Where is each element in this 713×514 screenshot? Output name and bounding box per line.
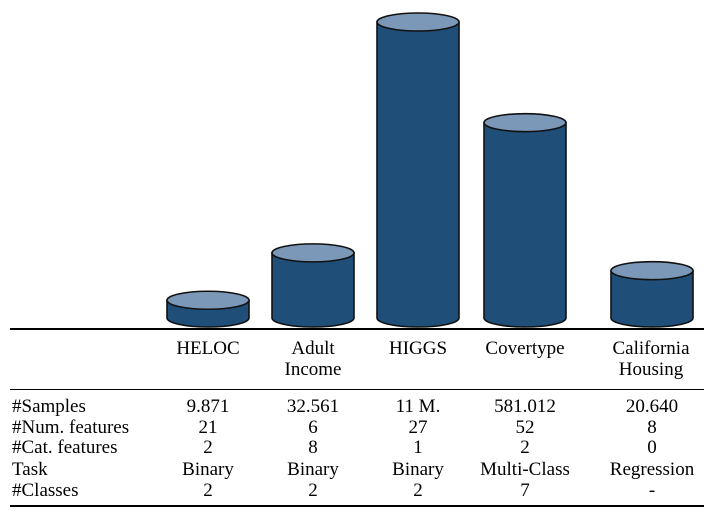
row-label-samples: #Samples	[12, 396, 86, 417]
bar-top-3	[483, 112, 567, 133]
bar-top-1	[271, 243, 355, 263]
table-cell-r3-c4: Regression	[609, 459, 695, 480]
table-cell-r4-c2: 2	[413, 480, 423, 501]
table-cell-r1-c1: 6	[308, 417, 318, 438]
table-cell-r2-c4: 0	[647, 437, 657, 458]
table-cell-r1-c4: 8	[647, 417, 657, 438]
row-label-classes: #Classes	[12, 480, 79, 501]
bar-top-4	[610, 260, 694, 281]
mid-rule	[10, 389, 704, 390]
bar-top-0	[166, 290, 250, 311]
column-header-covertype: Covertype	[485, 338, 565, 359]
table-cell-r2-c3: 2	[520, 437, 530, 458]
column-header-california-housing: California Housing	[612, 338, 690, 380]
table-cell-r2-c0: 2	[203, 437, 213, 458]
bar-3	[483, 112, 567, 328]
row-label-cat-features: #Cat. features	[12, 437, 118, 458]
bar-body-3	[483, 121, 567, 328]
table-cell-r2-c1: 8	[308, 437, 318, 458]
bar-1	[271, 243, 355, 328]
table-cell-r0-c3: 581.012	[494, 396, 556, 417]
table-cell-r4-c3: 7	[520, 480, 530, 501]
bar-group	[166, 12, 694, 328]
table-cell-r3-c1: Binary	[287, 459, 339, 480]
table-cell-r1-c3: 52	[515, 417, 535, 438]
bar-body-1	[271, 252, 355, 328]
table-cell-r3-c0: Binary	[182, 459, 234, 480]
bar-top-2	[376, 12, 460, 32]
table-cell-r0-c0: 9.871	[186, 396, 230, 417]
row-label-num-features: #Num. features	[12, 417, 130, 438]
column-header-adult-income: Adult Income	[284, 338, 342, 380]
table-cell-r3-c2: Binary	[392, 459, 444, 480]
bar-4	[610, 260, 694, 328]
table-cell-r0-c4: 20.640	[625, 396, 679, 417]
table-cell-r0-c1: 32.561	[286, 396, 340, 417]
table-cell-r2-c2: 1	[413, 437, 423, 458]
table-cell-r1-c2: 27	[408, 417, 428, 438]
table-cell-r0-c2: 11 M.	[395, 396, 441, 417]
top-rule	[10, 328, 704, 330]
bar-body-4	[610, 269, 694, 328]
bottom-rule	[10, 505, 704, 507]
bar-2	[376, 12, 460, 328]
column-header-higgs: HIGGS	[388, 338, 448, 359]
table-cell-r4-c4: -	[648, 480, 656, 501]
row-label-task: Task	[12, 459, 48, 480]
column-header-heloc: HELOC	[176, 338, 240, 359]
bar-body-2	[376, 21, 460, 328]
bar-0	[166, 290, 250, 328]
table-cell-r3-c3: Multi-Class	[480, 459, 570, 480]
table-cell-r4-c0: 2	[203, 480, 213, 501]
table-cell-r1-c0: 21	[198, 417, 218, 438]
table-cell-r4-c1: 2	[308, 480, 318, 501]
